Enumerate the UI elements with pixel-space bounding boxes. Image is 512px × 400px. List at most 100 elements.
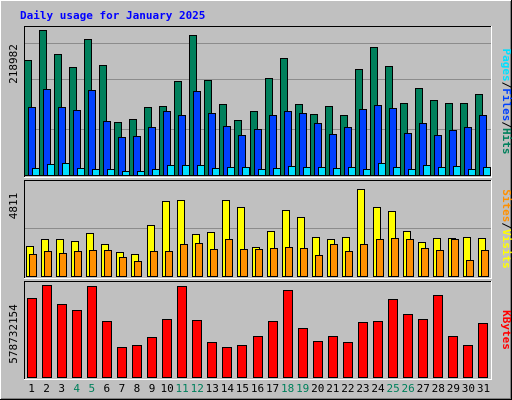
x-tick-label-4: 4 (73, 382, 80, 395)
bar-kbytes-day-2 (42, 285, 52, 378)
bar-files-day-17 (269, 115, 277, 176)
bar-kbytes-day-8 (132, 345, 142, 378)
bar-sites-day-24 (376, 239, 384, 277)
bar-sites-day-7 (119, 257, 127, 277)
bar-sites-day-22 (345, 251, 353, 277)
bar-kbytes-day-12 (192, 320, 202, 378)
bar-sites-day-30 (466, 260, 474, 277)
bar-sites-day-20 (315, 255, 323, 277)
bar-files-day-19 (299, 113, 307, 176)
bar-pages-day-17 (273, 168, 281, 176)
visits-panel-ymax-label: 4811 (7, 193, 20, 220)
bar-kbytes-day-21 (328, 336, 338, 378)
bar-pages-day-29 (453, 166, 461, 176)
bar-pages-day-10 (167, 165, 175, 176)
bar-pages-day-11 (182, 165, 190, 176)
bar-sites-day-10 (165, 251, 173, 277)
bar-sites-day-26 (406, 239, 414, 277)
x-tick-label-14: 14 (221, 382, 235, 395)
x-tick-label-7: 7 (119, 382, 126, 395)
bar-pages-day-2 (47, 164, 55, 176)
bar-sites-day-27 (421, 248, 429, 277)
bar-files-day-18 (284, 111, 292, 176)
legend-files: Files (500, 88, 512, 121)
bar-sites-day-19 (300, 248, 308, 277)
bar-files-day-12 (193, 91, 201, 176)
x-tick-label-28: 28 (432, 382, 445, 395)
x-tick-label-30: 30 (462, 382, 475, 395)
legend-visits: Visits (500, 229, 512, 269)
bar-pages-day-21 (333, 168, 341, 176)
x-tick-label-24: 24 (371, 382, 385, 395)
bar-kbytes-day-31 (478, 323, 488, 378)
bar-sites-day-11 (180, 244, 188, 277)
bar-files-day-23 (359, 109, 367, 176)
bar-files-day-25 (389, 108, 397, 176)
bar-files-day-1 (28, 107, 36, 176)
x-tick-label-20: 20 (311, 382, 324, 395)
bar-pages-day-5 (92, 169, 100, 176)
x-tick-label-3: 3 (58, 382, 65, 395)
bar-kbytes-day-26 (403, 314, 413, 378)
x-tick-label-29: 29 (447, 382, 460, 395)
bar-kbytes-day-3 (57, 304, 67, 378)
bar-sites-day-14 (225, 239, 233, 277)
bar-pages-day-13 (212, 168, 220, 176)
bar-sites-day-13 (210, 249, 218, 277)
bar-sites-day-8 (134, 261, 142, 277)
bar-pages-day-23 (363, 169, 371, 176)
bar-sites-day-23 (360, 244, 368, 277)
x-tick-label-2: 2 (43, 382, 50, 395)
bar-sites-day-4 (74, 251, 82, 277)
bar-kbytes-day-7 (117, 347, 127, 378)
x-tick-label-10: 10 (160, 382, 173, 395)
bar-pages-day-25 (393, 167, 401, 176)
bar-pages-day-12 (197, 165, 205, 176)
bar-files-day-9 (148, 127, 156, 176)
x-tick-label-22: 22 (341, 382, 354, 395)
bar-files-day-4 (73, 110, 81, 176)
x-tick-label-17: 17 (266, 382, 279, 395)
bar-kbytes-day-24 (373, 321, 383, 378)
bar-pages-day-15 (242, 167, 250, 176)
bar-kbytes-day-22 (343, 342, 353, 378)
visits-panel-legend: Sites/Visits (500, 189, 512, 269)
x-tick-label-23: 23 (356, 382, 369, 395)
x-tick-label-27: 27 (417, 382, 430, 395)
bar-pages-day-16 (258, 169, 266, 176)
bar-files-day-31 (479, 115, 487, 176)
x-tick-label-25: 25 (386, 382, 399, 395)
bar-sites-day-25 (391, 238, 399, 277)
bar-pages-day-6 (107, 169, 115, 176)
bar-kbytes-day-17 (268, 321, 278, 378)
bar-sites-day-31 (481, 250, 489, 277)
bar-pages-day-14 (227, 167, 235, 176)
bar-pages-day-9 (152, 169, 160, 176)
bar-kbytes-day-20 (313, 341, 323, 378)
bar-sites-day-12 (195, 243, 203, 277)
bar-pages-day-18 (288, 166, 296, 176)
bar-kbytes-day-1 (27, 298, 37, 378)
bar-kbytes-day-15 (237, 345, 247, 378)
bar-kbytes-day-13 (207, 342, 217, 378)
bar-sites-day-28 (436, 250, 444, 277)
bar-pages-day-22 (348, 167, 356, 176)
bar-sites-day-17 (270, 248, 278, 277)
x-tick-label-16: 16 (251, 382, 264, 395)
hits-panel-ymax-label: 218982 (7, 44, 20, 84)
bar-pages-day-30 (468, 169, 476, 176)
bar-pages-day-27 (423, 165, 431, 176)
x-tick-label-26: 26 (402, 382, 415, 395)
x-tick-label-11: 11 (176, 382, 189, 395)
x-tick-label-9: 9 (149, 382, 156, 395)
bar-pages-day-24 (378, 163, 386, 176)
legend-hits: Hits (500, 128, 512, 155)
bar-files-day-16 (254, 129, 262, 176)
bar-sites-day-9 (150, 251, 158, 277)
bar-sites-day-21 (330, 244, 338, 277)
bar-kbytes-day-27 (418, 319, 428, 378)
bar-sites-day-5 (89, 250, 97, 277)
bar-sites-day-2 (44, 251, 52, 277)
bar-pages-day-19 (303, 167, 311, 176)
kbytes-panel-legend: KBytes (500, 310, 512, 350)
